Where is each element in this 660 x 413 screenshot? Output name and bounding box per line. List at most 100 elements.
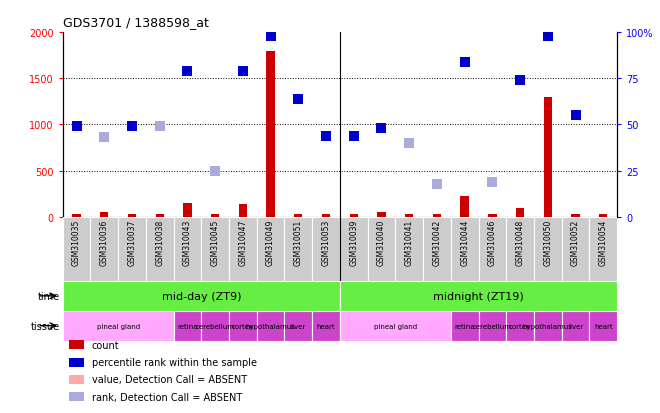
Bar: [229, 217, 257, 281]
Bar: [63, 281, 340, 311]
Bar: [267, 52, 275, 217]
Point: [99, 135, 110, 141]
Text: value, Detection Call = ABSENT: value, Detection Call = ABSENT: [92, 375, 247, 385]
Text: GSM310040: GSM310040: [377, 219, 386, 266]
Bar: [405, 214, 413, 217]
Text: GSM310046: GSM310046: [488, 219, 497, 266]
Bar: [128, 214, 136, 217]
Text: time: time: [37, 291, 59, 301]
Bar: [174, 217, 201, 281]
Text: GSM310049: GSM310049: [266, 219, 275, 266]
Text: mid-day (ZT9): mid-day (ZT9): [162, 291, 241, 301]
Point: [238, 69, 248, 75]
Point: [570, 113, 581, 119]
Text: GSM310051: GSM310051: [294, 219, 303, 265]
Bar: [100, 213, 108, 217]
Point: [543, 33, 553, 40]
Text: midnight (ZT19): midnight (ZT19): [433, 291, 524, 301]
Point: [459, 59, 470, 66]
Text: count: count: [92, 340, 119, 350]
Text: cortex: cortex: [509, 323, 531, 329]
Text: pineal gland: pineal gland: [96, 323, 140, 329]
Bar: [572, 214, 579, 217]
Point: [182, 69, 193, 75]
Bar: [174, 311, 201, 341]
Bar: [451, 311, 478, 341]
Bar: [229, 311, 257, 341]
Bar: [506, 311, 534, 341]
Text: GSM310037: GSM310037: [127, 219, 137, 266]
Bar: [516, 208, 524, 217]
Text: GSM310044: GSM310044: [460, 219, 469, 266]
Bar: [211, 214, 219, 217]
Bar: [451, 217, 478, 281]
Bar: [156, 214, 164, 217]
Bar: [534, 311, 562, 341]
Text: hypothalamus: hypothalamus: [523, 323, 573, 329]
Point: [154, 123, 165, 130]
Bar: [201, 311, 229, 341]
Text: GSM310038: GSM310038: [155, 219, 164, 265]
Text: cortex: cortex: [232, 323, 254, 329]
Bar: [257, 217, 284, 281]
Bar: [544, 97, 552, 217]
Text: tissue: tissue: [30, 321, 59, 331]
Text: retina: retina: [177, 323, 198, 329]
Text: GSM310054: GSM310054: [599, 219, 608, 266]
Bar: [284, 217, 312, 281]
Bar: [395, 217, 423, 281]
Text: GSM310043: GSM310043: [183, 219, 192, 266]
Text: GSM310039: GSM310039: [349, 219, 358, 266]
Bar: [478, 217, 506, 281]
Text: liver: liver: [568, 323, 583, 329]
Bar: [201, 217, 229, 281]
Bar: [63, 311, 174, 341]
Bar: [562, 311, 589, 341]
Bar: [118, 217, 146, 281]
Text: GSM310045: GSM310045: [211, 219, 220, 266]
Point: [265, 33, 276, 40]
Text: cerebellum: cerebellum: [473, 323, 512, 329]
Bar: [146, 217, 174, 281]
Point: [404, 140, 414, 147]
Text: GSM310050: GSM310050: [543, 219, 552, 266]
Text: GSM310052: GSM310052: [571, 219, 580, 265]
Bar: [322, 214, 330, 217]
Bar: [340, 281, 617, 311]
Bar: [368, 217, 395, 281]
Point: [376, 126, 387, 132]
Bar: [312, 217, 340, 281]
Point: [293, 96, 304, 103]
Text: hypothalamus: hypothalamus: [246, 323, 296, 329]
Bar: [423, 217, 451, 281]
Bar: [589, 217, 617, 281]
Bar: [284, 311, 312, 341]
Bar: [378, 213, 385, 217]
Text: GSM310036: GSM310036: [100, 219, 109, 266]
Bar: [599, 214, 607, 217]
Point: [71, 123, 82, 130]
Bar: [340, 217, 368, 281]
Text: cerebellum: cerebellum: [195, 323, 235, 329]
Bar: [257, 311, 284, 341]
Bar: [312, 311, 340, 341]
Text: heart: heart: [317, 323, 335, 329]
Point: [348, 133, 359, 140]
Bar: [340, 311, 451, 341]
Bar: [534, 217, 562, 281]
Bar: [239, 204, 247, 217]
Text: GSM310041: GSM310041: [405, 219, 414, 265]
Bar: [461, 197, 469, 217]
Text: GSM310053: GSM310053: [321, 219, 331, 266]
Point: [487, 179, 498, 185]
Bar: [488, 214, 496, 217]
Text: GSM310035: GSM310035: [72, 219, 81, 266]
Bar: [562, 217, 589, 281]
Text: GSM310047: GSM310047: [238, 219, 248, 266]
Point: [515, 78, 525, 84]
Point: [321, 133, 331, 140]
Text: percentile rank within the sample: percentile rank within the sample: [92, 357, 257, 367]
Text: retina: retina: [454, 323, 475, 329]
Bar: [350, 214, 358, 217]
Bar: [90, 217, 118, 281]
